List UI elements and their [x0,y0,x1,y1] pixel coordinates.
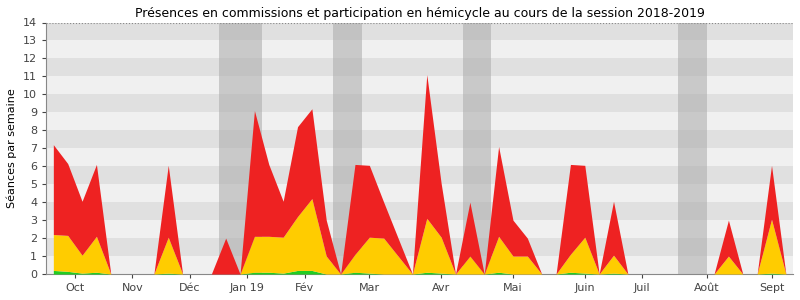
Bar [46,238,793,256]
Bar [46,22,793,40]
Bar [46,184,793,202]
Bar [46,76,793,94]
Bar [46,148,793,166]
Bar [46,202,793,220]
Bar [46,256,793,274]
Bar [46,220,793,238]
Bar [46,58,793,76]
Bar [218,22,262,274]
Bar [46,40,793,58]
Bar [46,166,793,184]
Y-axis label: Séances par semaine: Séances par semaine [7,88,18,208]
Bar [678,22,707,274]
Bar [46,130,793,148]
Bar [46,112,793,130]
Title: Présences en commissions et participation en hémicycle au cours de la session 20: Présences en commissions et participatio… [134,7,705,20]
Bar [334,22,362,274]
Bar [462,22,491,274]
Bar [46,94,793,112]
